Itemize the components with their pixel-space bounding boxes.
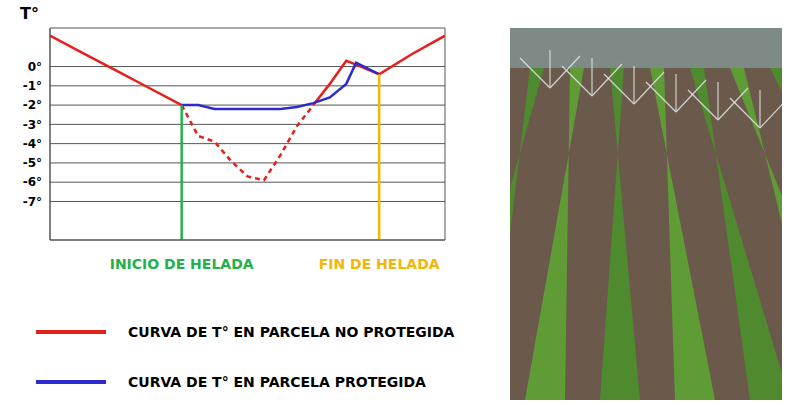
html-text:INICIO DE HELADA: INICIO DE HELADA	[109, 256, 254, 272]
svg-text:0°: 0°	[28, 60, 42, 74]
html-text:T°: T°	[20, 4, 39, 23]
svg-text:-6°: -6°	[23, 175, 42, 189]
html-text:CURVA DE T° EN PARCELA NO PROT: CURVA DE T° EN PARCELA NO PROTEGIDA	[128, 324, 455, 340]
svg-text:-3°: -3°	[23, 118, 42, 132]
svg-text:-1°: -1°	[23, 79, 42, 93]
svg-text:-2°: -2°	[23, 98, 42, 112]
svg-text:-4°: -4°	[23, 137, 42, 151]
html-text:FIN DE HELADA: FIN DE HELADA	[318, 256, 440, 272]
svg-text:-5°: -5°	[23, 156, 42, 170]
svg-text:-7°: -7°	[23, 195, 42, 209]
html-text:CURVA DE T° EN PARCELA PROTEGI: CURVA DE T° EN PARCELA PROTEGIDA	[128, 374, 426, 390]
